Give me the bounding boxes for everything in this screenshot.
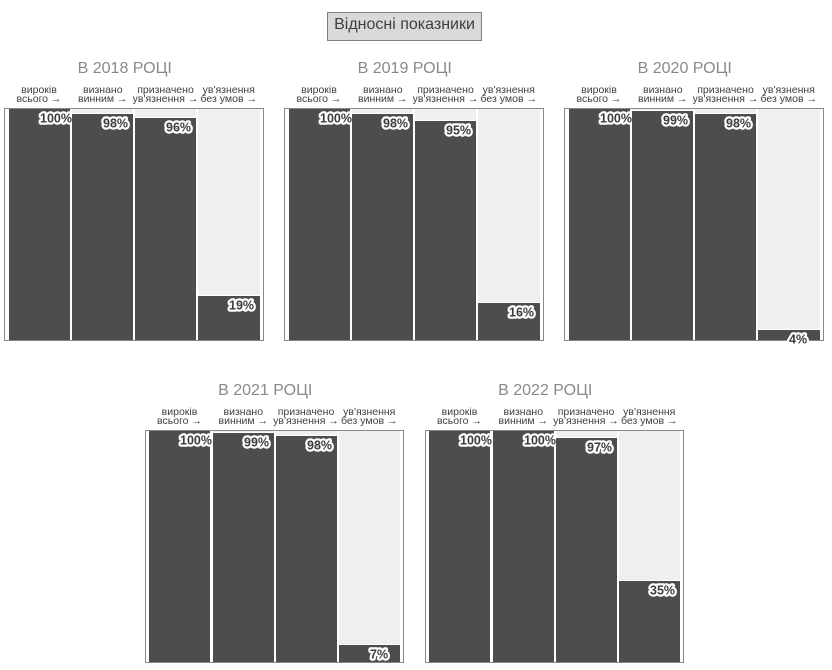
- svg-text:98%: 98%: [103, 116, 128, 130]
- svg-text:35%: 35%: [650, 583, 675, 597]
- svg-text:100%: 100%: [460, 434, 492, 448]
- svg-text:99%: 99%: [244, 436, 269, 450]
- svg-text:99%: 99%: [663, 114, 688, 128]
- svg-text:100%: 100%: [180, 434, 212, 448]
- svg-text:97%: 97%: [587, 440, 612, 454]
- svg-text:7%: 7%: [370, 648, 388, 662]
- svg-text:4%: 4%: [789, 333, 807, 347]
- svg-text:96%: 96%: [166, 121, 191, 135]
- svg-text:100%: 100%: [40, 112, 72, 126]
- svg-text:98%: 98%: [726, 116, 751, 130]
- svg-text:100%: 100%: [524, 434, 556, 448]
- svg-text:16%: 16%: [509, 305, 534, 319]
- svg-text:19%: 19%: [229, 298, 254, 312]
- svg-text:98%: 98%: [383, 116, 408, 130]
- svg-text:100%: 100%: [600, 112, 632, 126]
- svg-text:95%: 95%: [446, 123, 471, 137]
- svg-text:100%: 100%: [320, 112, 352, 126]
- svg-text:98%: 98%: [307, 438, 332, 452]
